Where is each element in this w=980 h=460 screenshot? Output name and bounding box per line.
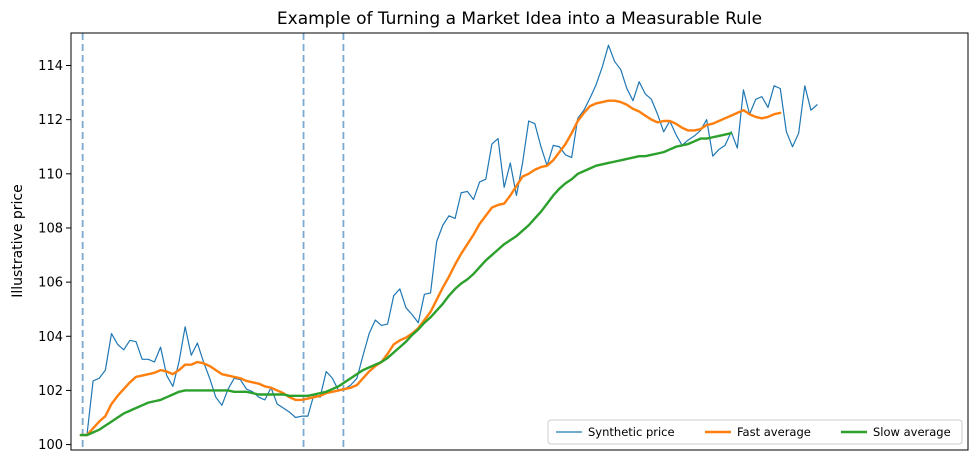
y-axis: 100 102 104 106 108 110 112 114 <box>38 59 71 453</box>
y-tick-label: 112 <box>38 113 63 128</box>
y-tick-label: 114 <box>38 59 63 74</box>
series-lines <box>79 44 818 437</box>
y-axis-label: Illustrative price <box>10 184 26 297</box>
legend-box <box>547 419 963 445</box>
y-tick-label: 100 <box>38 438 63 453</box>
plot-frame <box>70 32 969 451</box>
series-line-1 <box>80 44 818 436</box>
legend-label-2: Fast average <box>737 425 811 439</box>
marker-lines <box>81 33 345 450</box>
chart-title: Example of Turning a Market Idea into a … <box>277 9 762 29</box>
series-line-3 <box>79 131 733 437</box>
y-tick-label: 110 <box>38 167 63 182</box>
y-tick-label: 108 <box>38 221 63 236</box>
y-tick-label: 102 <box>38 384 63 399</box>
y-tick-label: 104 <box>38 330 63 345</box>
legend: Synthetic price Fast average Slow average <box>547 419 963 445</box>
legend-label-1: Synthetic price <box>588 425 675 439</box>
y-tick-label: 106 <box>38 276 63 291</box>
series-line-2 <box>79 99 782 437</box>
plot-area <box>70 32 969 451</box>
legend-label-3: Slow average <box>873 425 951 439</box>
